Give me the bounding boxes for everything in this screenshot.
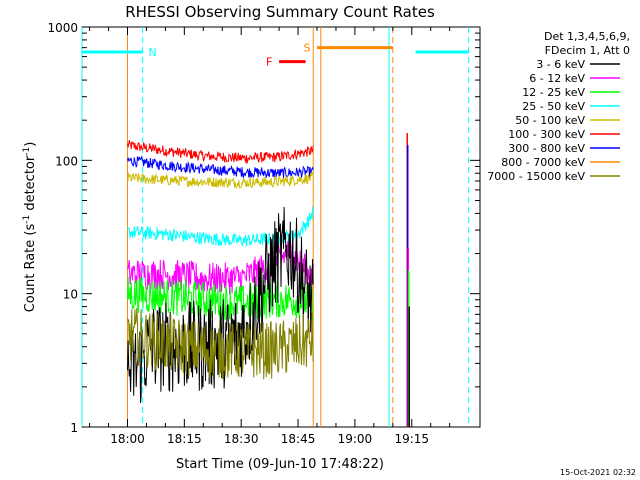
y-tick-label-100: 100 — [55, 154, 78, 168]
series-50-100-kev — [127, 172, 314, 189]
legend-label-100-300-kev: 100 - 300 keV — [508, 128, 585, 141]
series-100-300-kev — [127, 140, 314, 165]
x-tick-label-18-15: 18:15 — [167, 432, 202, 446]
x-tick-label-18-45: 18:45 — [281, 432, 316, 446]
state-flags: N F S — [82, 42, 469, 69]
series-lines — [127, 140, 314, 403]
legend-label-7000-15000-kev: 7000 - 15000 keV — [487, 170, 585, 183]
series-300-800-kev — [127, 155, 314, 180]
legend-header-1: FDecim 1, Att 0 — [545, 44, 630, 57]
legend-label-6-12-kev: 6 - 12 keV — [529, 72, 585, 85]
series-25-50-kev — [127, 206, 314, 247]
y-axis-label-end: ) — [23, 142, 38, 147]
y-axis-label-mid: detector — [23, 155, 38, 215]
series-7000-15000-kev — [127, 307, 314, 380]
legend-label-800-7000-kev: 800 - 7000 keV — [501, 156, 585, 169]
y-axis-label-sup1: -1 — [22, 215, 32, 224]
series-6-12-kev — [127, 238, 314, 295]
y-axis-label-main: Count Rate (s — [23, 224, 38, 313]
y-axis-label: Count Rate (s-1 detector-1) — [22, 142, 38, 313]
chart-title: RHESSI Observing Summary Count Rates — [125, 3, 435, 21]
flag-f-label: F — [266, 56, 272, 69]
legend-label-3-6-kev: 3 - 6 keV — [536, 58, 585, 71]
y-tick-label-1000: 1000 — [47, 21, 78, 35]
flag-n-label: N — [149, 46, 157, 59]
x-axis: 18:00 18:15 18:30 18:45 19:00 19:15 — [89, 27, 451, 446]
time-markers — [81, 27, 470, 427]
x-tick-label-19-00: 19:00 — [338, 432, 373, 446]
x-tick-label-19-15: 19:15 — [394, 432, 429, 446]
legend-label-50-100-kev: 50 - 100 keV — [515, 114, 585, 127]
late-spikes — [406, 133, 410, 427]
x-tick-label-18-30: 18:30 — [224, 432, 259, 446]
legend-label-300-800-kev: 300 - 800 keV — [508, 142, 585, 155]
y-axis: 1 10 100 1000 — [47, 21, 480, 435]
x-axis-label: Start Time (09-Jun-10 17:48:22) — [176, 457, 384, 472]
flag-s-label: S — [304, 42, 311, 55]
legend-label-12-25-kev: 12 - 25 keV — [522, 86, 585, 99]
series-12-25-kev — [127, 276, 314, 322]
series-3-6-kev — [127, 206, 314, 403]
legend-header-0: Det 1,3,4,5,6,9, — [544, 30, 630, 43]
footer-timestamp: 15-Oct-2021 02:32 — [560, 468, 636, 477]
legend: Det 1,3,4,5,6,9,FDecim 1, Att 03 - 6 keV… — [487, 30, 630, 183]
x-tick-label-18-00: 18:00 — [110, 432, 145, 446]
y-tick-label-10: 10 — [63, 288, 78, 302]
legend-label-25-50-kev: 25 - 50 keV — [522, 100, 585, 113]
y-axis-label-sup2: -1 — [22, 147, 32, 156]
y-tick-label-1: 1 — [70, 421, 78, 435]
